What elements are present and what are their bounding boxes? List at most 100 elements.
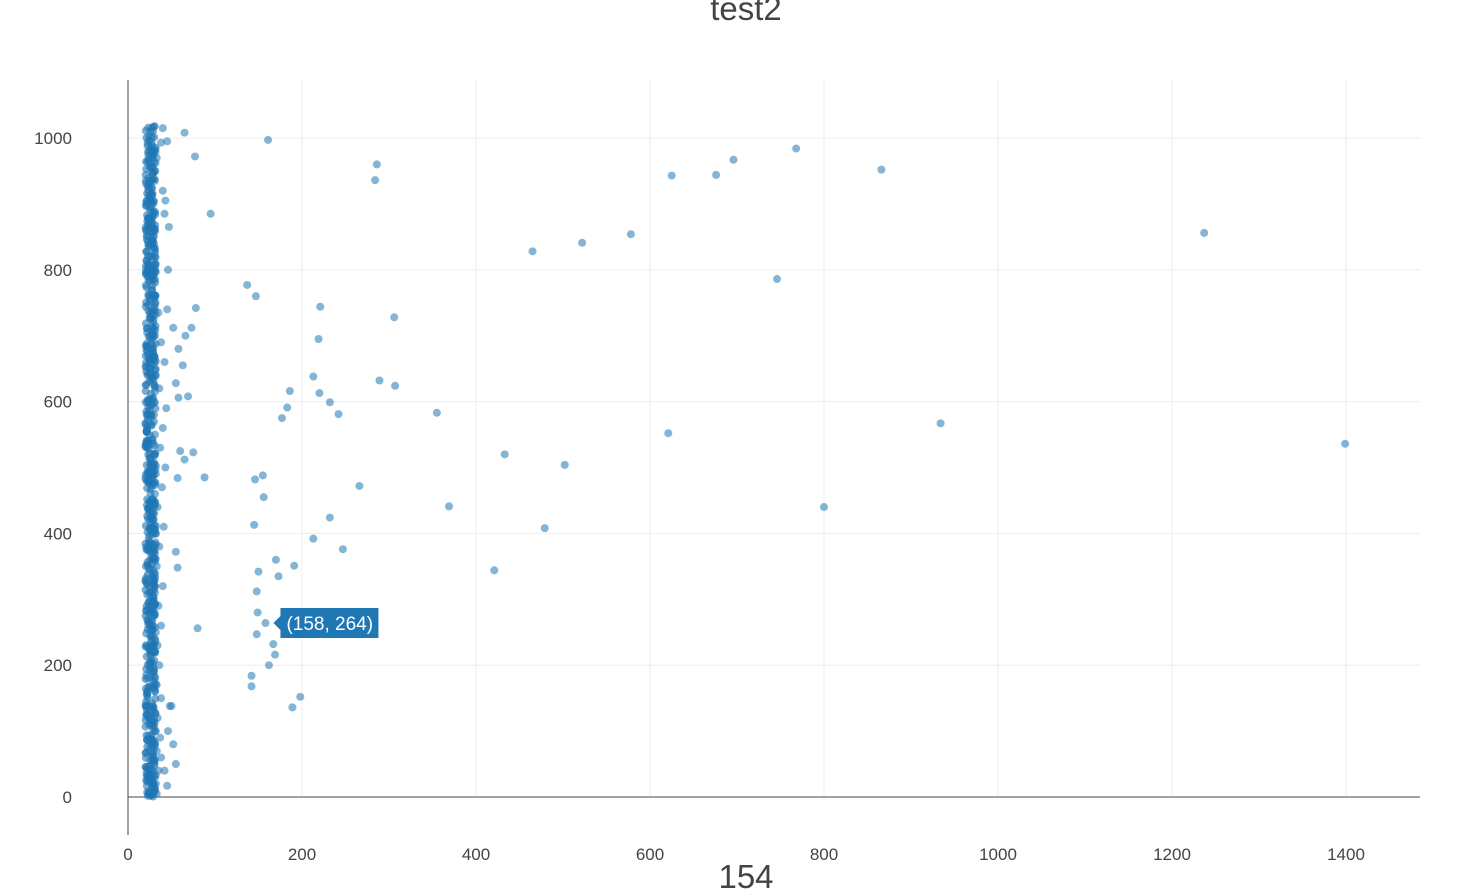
scatter-point	[173, 474, 182, 483]
scatter-point	[334, 410, 343, 419]
scatter-point	[528, 247, 537, 256]
scatter-point	[375, 376, 384, 385]
x-tick-label: 800	[810, 845, 838, 864]
scatter-point	[145, 602, 154, 611]
scatter-point	[142, 543, 151, 552]
scatter-point	[142, 652, 151, 661]
scatter-point	[152, 680, 161, 689]
scatter-point	[155, 542, 164, 551]
scatter-point	[144, 505, 153, 514]
scatter-point	[143, 691, 152, 700]
scatter-point	[560, 460, 569, 469]
scatter-point	[247, 671, 256, 680]
scatter-point	[372, 160, 381, 169]
scatter-point	[150, 648, 159, 657]
scatter-point	[151, 210, 160, 219]
scatter-point	[150, 568, 159, 577]
scatter-point	[164, 222, 173, 231]
scatter-point	[150, 509, 159, 518]
scatter-point	[163, 137, 172, 146]
scatter-point	[149, 199, 158, 208]
scatter-point	[877, 165, 886, 174]
scatter-point	[264, 135, 273, 144]
scatter-point	[193, 624, 202, 633]
scatter-point	[141, 753, 150, 762]
hover-tooltip: (158, 264)	[273, 608, 379, 639]
scatter-point	[141, 262, 150, 271]
scatter-point	[150, 410, 159, 419]
scatter-point	[158, 186, 167, 195]
scatter-point	[309, 534, 318, 543]
scatter-point	[153, 503, 162, 512]
scatter-point	[712, 170, 721, 179]
scatter-point	[151, 779, 160, 788]
scatter-point	[820, 503, 828, 512]
scatter-point	[325, 398, 334, 407]
scatter-point	[150, 226, 159, 235]
scatter-point	[792, 144, 801, 153]
scatter-point	[150, 133, 159, 142]
scatter-point	[150, 292, 159, 301]
scatter-point	[271, 650, 280, 659]
scatter-point	[150, 707, 159, 716]
scatter-point	[150, 351, 159, 360]
scatter-point	[174, 393, 183, 402]
scatter-point	[151, 529, 160, 538]
scatter-point	[251, 292, 260, 301]
scatter-point	[150, 786, 159, 795]
scatter-point	[150, 588, 159, 597]
scatter-point	[150, 740, 159, 749]
hover-tooltip-label: (158, 264)	[286, 614, 373, 635]
scatter-point	[142, 200, 151, 209]
scatter-point	[283, 403, 292, 412]
scatter-point	[180, 455, 189, 464]
scatter-point	[277, 414, 286, 423]
scatter-point	[184, 392, 193, 401]
scatter-point	[143, 211, 152, 220]
scatter-point	[169, 323, 178, 332]
scatter-point	[1341, 439, 1350, 448]
chart-title: test2	[710, 0, 782, 27]
scatter-point	[150, 489, 159, 498]
scatter-point	[153, 641, 162, 650]
scatter-point	[157, 621, 166, 630]
scatter-point	[144, 155, 153, 164]
scatter-point	[164, 727, 173, 736]
scatter-point	[160, 209, 169, 218]
scatter-point	[174, 344, 183, 353]
x-tick-label: 600	[636, 845, 664, 864]
scatter-point	[148, 272, 157, 281]
scatter-point	[141, 440, 150, 449]
y-tick-label: 0	[63, 788, 72, 807]
scatter-point	[490, 566, 499, 575]
scatter-point	[155, 661, 164, 670]
scatter-point	[142, 427, 151, 436]
scatter-point	[142, 711, 151, 720]
scatter-point	[251, 475, 260, 484]
scatter-point	[163, 305, 172, 314]
scatter-point	[271, 555, 280, 564]
scatter-point	[142, 367, 151, 376]
scatter-point	[445, 502, 454, 511]
scatter-point	[178, 361, 187, 370]
scatter-point	[160, 358, 169, 367]
scatter-point	[500, 450, 509, 459]
scatter-point	[371, 176, 380, 185]
scatter-point	[150, 773, 159, 782]
scatter-point	[151, 727, 160, 736]
x-tick-label: 400	[462, 845, 490, 864]
scatter-point	[151, 628, 160, 637]
scatter-point	[261, 619, 270, 628]
x-tick-label: 200	[288, 845, 316, 864]
scatter-point	[252, 630, 261, 639]
scatter-point	[316, 302, 325, 311]
scatter-point	[164, 265, 173, 274]
scatter-point	[144, 183, 153, 192]
scatter-point	[729, 155, 738, 164]
scatter-point	[254, 567, 263, 576]
scatter-point	[315, 389, 324, 398]
scatter-point	[151, 299, 160, 308]
scatter-point	[314, 334, 323, 343]
scatter-point	[355, 481, 364, 490]
